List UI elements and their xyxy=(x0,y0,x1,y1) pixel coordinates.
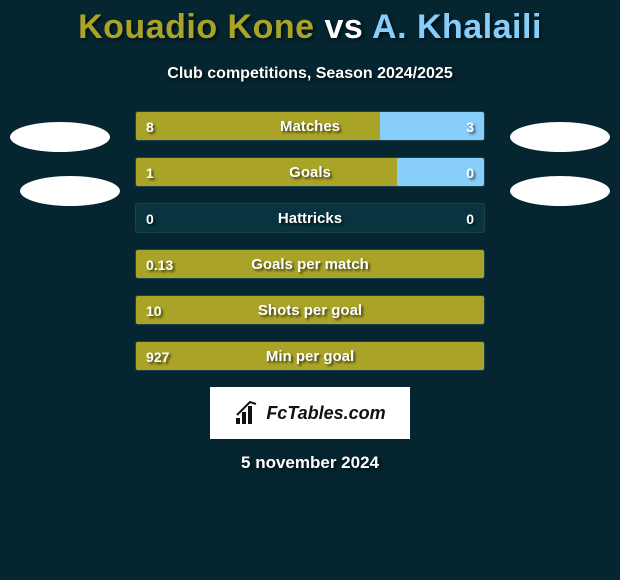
player2-club-badge xyxy=(510,122,610,152)
player1-name: Kouadio Kone xyxy=(78,8,314,46)
subtitle: Club competitions, Season 2024/2025 xyxy=(0,65,620,83)
date-text: 5 november 2024 xyxy=(0,453,620,473)
logo-text: FcTables.com xyxy=(266,403,385,424)
stat-label: Hattricks xyxy=(136,204,484,232)
stats-container: 83Matches 10Goals 00Hattricks 0.13Goals per… xyxy=(135,111,485,371)
stat-row: 927Min per goal xyxy=(135,341,485,371)
player1-country-badge xyxy=(20,176,120,206)
logo-box: FcTables.com xyxy=(210,387,410,439)
vs-text: vs xyxy=(325,8,364,46)
stat-row: 00Hattricks xyxy=(135,203,485,233)
stat-label: Min per goal xyxy=(136,342,484,370)
fctables-icon xyxy=(234,400,260,426)
stat-label: Goals per match xyxy=(136,250,484,278)
player2-name: A. Khalaili xyxy=(372,8,542,46)
stat-label: Shots per goal xyxy=(136,296,484,324)
stat-label: Matches xyxy=(136,112,484,140)
stat-row: 0.13Goals per match xyxy=(135,249,485,279)
stat-label: Goals xyxy=(136,158,484,186)
stat-row: 10Goals xyxy=(135,157,485,187)
player1-club-badge xyxy=(10,122,110,152)
player2-country-badge xyxy=(510,176,610,206)
comparison-title: Kouadio Kone vs A. Khalaili xyxy=(0,0,620,47)
stat-row: 83Matches xyxy=(135,111,485,141)
stat-row: 10Shots per goal xyxy=(135,295,485,325)
